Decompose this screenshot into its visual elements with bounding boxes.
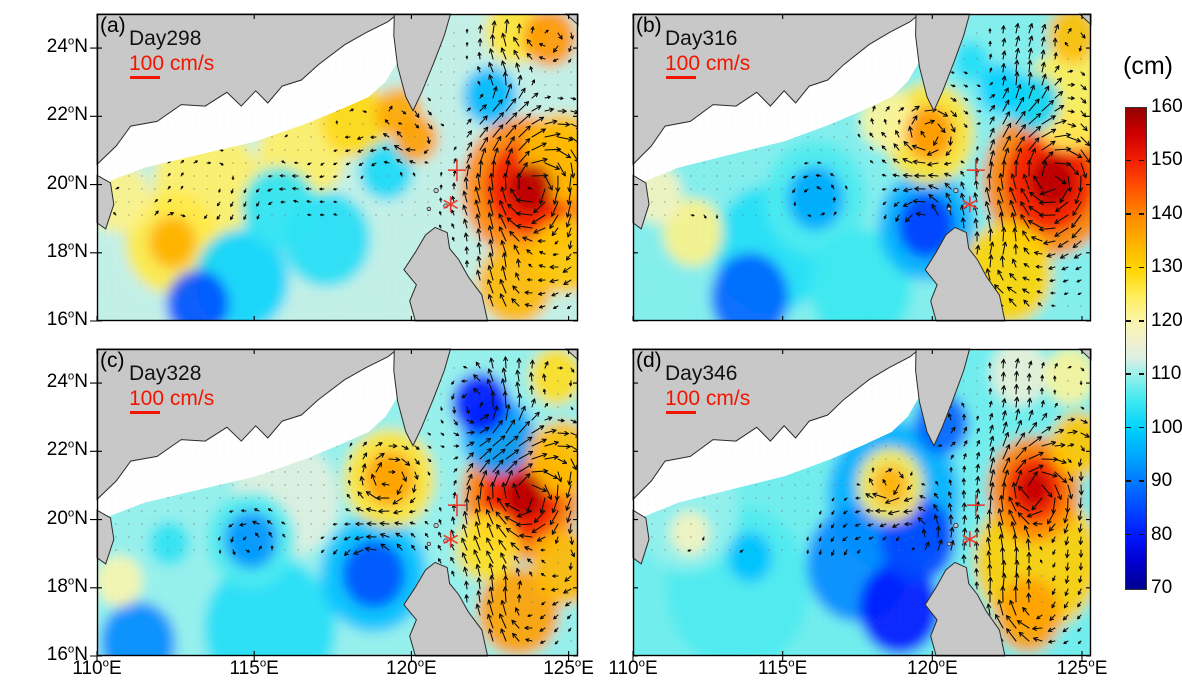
station-markers xyxy=(443,159,466,213)
y-tick-label: 16oN xyxy=(46,643,88,665)
y-tick-label: 24oN xyxy=(46,370,88,393)
colorbar-tick-mark xyxy=(1139,213,1144,215)
day-label: Day328 xyxy=(129,362,202,385)
scale-value: 100 xyxy=(665,52,701,75)
x-tick-label: 125oE xyxy=(1056,657,1108,679)
colorbar-tick-mark xyxy=(1126,373,1131,376)
colorbar-tick-label: 150 xyxy=(1151,149,1182,171)
panel-b: (b) Day316 100 cm/s xyxy=(632,13,1092,322)
colorbar-tick-mark xyxy=(1126,159,1131,162)
x-tick-label: 115oE xyxy=(758,657,808,679)
y-tick-label: 20oN xyxy=(46,507,88,529)
scale-reference-bar xyxy=(130,76,160,79)
scale-value: 100 xyxy=(129,52,165,75)
ssh-vector-map xyxy=(632,13,1092,322)
station-markers xyxy=(443,494,466,548)
colorbar-tick-mark xyxy=(1139,266,1144,269)
colorbar-tick-label: 110 xyxy=(1151,363,1182,385)
y-tick-label: 20oN xyxy=(46,172,88,194)
colorbar-tick-mark xyxy=(1139,480,1144,482)
scale-reference-bar xyxy=(130,411,160,414)
x-tick-label: 115oE xyxy=(229,657,279,679)
station-markers xyxy=(962,494,985,548)
x-tick-label: 110oE xyxy=(608,657,658,679)
x-tick-label: 120oE xyxy=(906,657,958,679)
colorbar-tick-mark xyxy=(1139,533,1144,536)
colorbar-tick-mark xyxy=(1139,159,1144,162)
scale-unit: cm/s xyxy=(169,52,215,75)
colorbar-tick-mark xyxy=(1139,426,1144,429)
ssh-vector-map xyxy=(632,348,1092,662)
colorbar-tick-mark xyxy=(1126,426,1131,429)
colorbar-tick-label: 100 xyxy=(1151,416,1182,438)
colorbar-tick-label: 120 xyxy=(1151,309,1182,331)
day-label: Day298 xyxy=(129,27,202,50)
colorbar-tick-mark xyxy=(1139,319,1144,322)
day-label: Day346 xyxy=(665,362,738,385)
station-markers xyxy=(962,159,985,213)
colorbar-tick-mark xyxy=(1126,533,1131,536)
panel-d: (d) Day346 100 cm/s xyxy=(632,348,1092,662)
colorbar-gradient xyxy=(1125,107,1147,590)
day-label: Day316 xyxy=(665,27,738,50)
scale-reference-bar xyxy=(666,76,696,79)
panel-a: (a) Day298 100 cm/s xyxy=(90,13,579,322)
colorbar-tick-label: 70 xyxy=(1151,577,1173,598)
panel-letter: (c) xyxy=(100,349,125,372)
colorbar-title: (cm) xyxy=(1123,52,1173,80)
y-tick-label: 18oN xyxy=(46,575,88,597)
x-tick-label: 125oE xyxy=(543,657,594,679)
scale-value: 100 xyxy=(665,387,701,410)
colorbar-tick-mark xyxy=(1139,373,1144,376)
x-tick-label: 110oE xyxy=(72,657,122,679)
scale-reference-bar xyxy=(666,411,696,414)
velocity-scale-label: 100 cm/s xyxy=(665,52,751,79)
x-tick-label: 120oE xyxy=(386,657,437,679)
panel-letter: (b) xyxy=(636,14,662,37)
y-tick-label: 22oN xyxy=(46,104,88,126)
scale-unit: cm/s xyxy=(705,387,751,410)
colorbar-tick-label: 160 xyxy=(1151,96,1182,117)
ssh-vector-map xyxy=(90,348,579,662)
colorbar-tick-label: 130 xyxy=(1151,256,1182,278)
panel-letter: (d) xyxy=(636,349,662,372)
scale-unit: cm/s xyxy=(705,52,751,75)
velocity-scale-label: 100 cm/s xyxy=(129,52,215,79)
colorbar-tick-label: 80 xyxy=(1151,523,1173,545)
colorbar-tick-mark xyxy=(1126,213,1131,215)
ssh-vector-map xyxy=(90,13,579,322)
panel-c: (c) Day328 100 cm/s xyxy=(90,348,579,662)
scale-value: 100 xyxy=(129,387,165,410)
velocity-scale-label: 100 cm/s xyxy=(129,387,215,414)
y-tick-label: 24oN xyxy=(46,35,88,58)
colorbar-tick-mark xyxy=(1126,319,1131,322)
panel-letter: (a) xyxy=(100,14,126,37)
scale-unit: cm/s xyxy=(169,387,215,410)
colorbar-tick-mark xyxy=(1126,480,1131,482)
y-tick-label: 16oN xyxy=(46,308,88,330)
colorbar-tick-label: 140 xyxy=(1151,202,1182,224)
y-tick-label: 18oN xyxy=(46,240,88,262)
colorbar-tick-mark xyxy=(1126,266,1131,269)
y-tick-label: 22oN xyxy=(46,439,88,461)
colorbar-tick-label: 90 xyxy=(1151,470,1173,492)
velocity-scale-label: 100 cm/s xyxy=(665,387,751,414)
